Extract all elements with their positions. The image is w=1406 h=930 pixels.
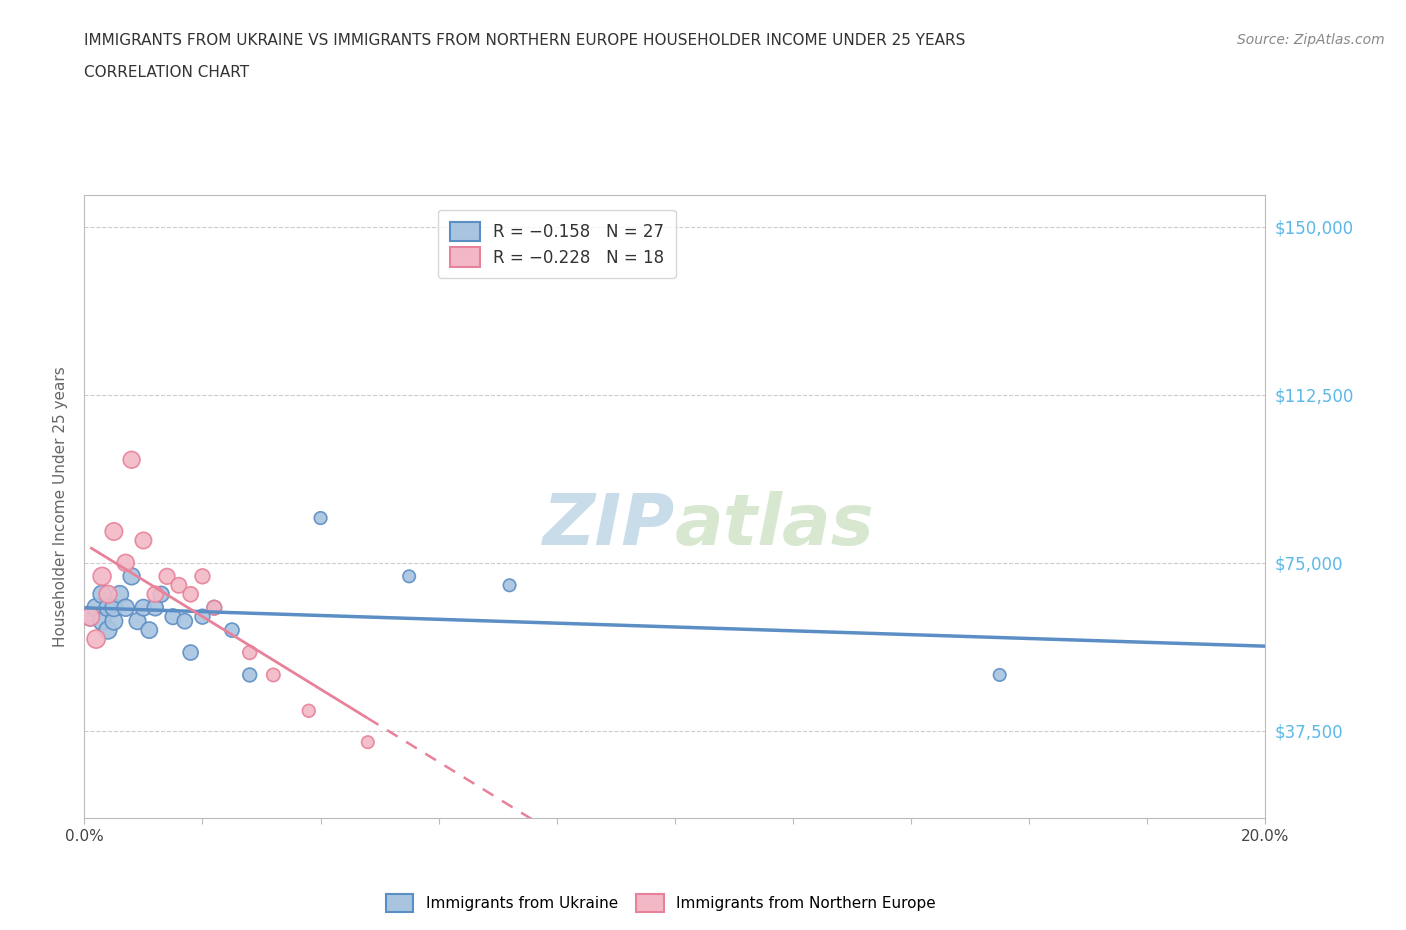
Point: [132, 600, 155, 615]
Point: [103, 600, 125, 615]
Point: [97, 623, 120, 638]
Point: [498, 578, 520, 592]
Point: [103, 525, 125, 539]
Point: [143, 600, 166, 615]
Point: [84, 600, 107, 615]
Point: [114, 600, 136, 615]
Point: [262, 668, 284, 683]
Point: [191, 609, 214, 624]
Text: CORRELATION CHART: CORRELATION CHART: [84, 65, 249, 80]
Point: [114, 555, 136, 570]
Point: [180, 645, 202, 660]
Point: [167, 578, 190, 592]
Text: Source: ZipAtlas.com: Source: ZipAtlas.com: [1237, 33, 1385, 46]
Point: [121, 452, 143, 467]
Point: [132, 533, 155, 548]
Point: [79, 609, 101, 624]
Point: [162, 609, 184, 624]
Point: [143, 587, 166, 602]
Point: [180, 587, 202, 602]
Point: [239, 645, 262, 660]
Point: [202, 600, 225, 615]
Point: [97, 587, 120, 602]
Point: [357, 735, 380, 750]
Legend: Immigrants from Ukraine, Immigrants from Northern Europe: Immigrants from Ukraine, Immigrants from…: [380, 888, 942, 918]
Point: [988, 668, 1011, 683]
Point: [91, 614, 114, 629]
Point: [191, 569, 214, 584]
Point: [91, 587, 114, 602]
Point: [91, 569, 114, 584]
Text: ZIP: ZIP: [543, 491, 675, 560]
Point: [221, 623, 243, 638]
Point: [150, 587, 173, 602]
Point: [103, 614, 125, 629]
Point: [79, 609, 101, 624]
Point: [84, 631, 107, 646]
Point: [239, 668, 262, 683]
Point: [127, 614, 149, 629]
Point: [121, 569, 143, 584]
Point: [173, 614, 195, 629]
Y-axis label: Householder Income Under 25 years: Householder Income Under 25 years: [53, 366, 69, 647]
Legend: R = −0.158   N = 27, R = −0.228   N = 18: R = −0.158 N = 27, R = −0.228 N = 18: [437, 210, 676, 278]
Point: [309, 511, 332, 525]
Point: [108, 587, 131, 602]
Text: atlas: atlas: [675, 491, 875, 560]
Point: [156, 569, 179, 584]
Point: [138, 623, 160, 638]
Point: [398, 569, 420, 584]
Text: IMMIGRANTS FROM UKRAINE VS IMMIGRANTS FROM NORTHERN EUROPE HOUSEHOLDER INCOME UN: IMMIGRANTS FROM UKRAINE VS IMMIGRANTS FR…: [84, 33, 966, 47]
Point: [97, 600, 120, 615]
Point: [202, 600, 225, 615]
Point: [298, 703, 321, 718]
